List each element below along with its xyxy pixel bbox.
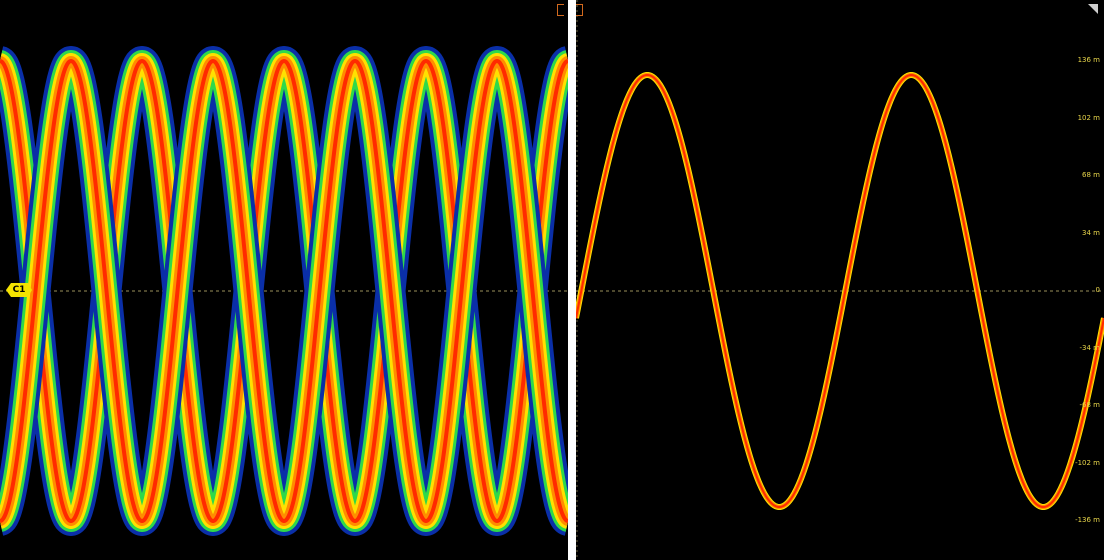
waveform-panel-left[interactable]: C1 — [0, 0, 568, 560]
y-axis-label: -136 m — [1075, 516, 1100, 524]
y-axis-label: 34 m — [1082, 229, 1100, 237]
persistence-plot-left — [0, 0, 568, 560]
y-axis-label: 0 — [1096, 286, 1100, 294]
waveform-plot-right — [576, 0, 1104, 560]
panel-divider — [568, 0, 576, 560]
y-axis-label: 136 m — [1078, 56, 1100, 64]
panel-corner-marker-right — [576, 4, 583, 16]
panel-corner-marker-left — [557, 4, 564, 16]
y-axis-label: -34 m — [1080, 344, 1100, 352]
y-axis-label: -102 m — [1075, 459, 1100, 467]
panel-menu-corner-icon[interactable] — [1088, 4, 1098, 14]
y-axis-label: 102 m — [1078, 114, 1100, 122]
y-axis-label: -68 m — [1080, 401, 1100, 409]
channel-marker-label: C1 — [6, 283, 32, 297]
y-axis-label: 68 m — [1082, 171, 1100, 179]
waveform-panel-right[interactable]: 136 m 102 m 68 m 34 m 0 -34 m -68 m -102 m -136 … — [576, 0, 1104, 560]
